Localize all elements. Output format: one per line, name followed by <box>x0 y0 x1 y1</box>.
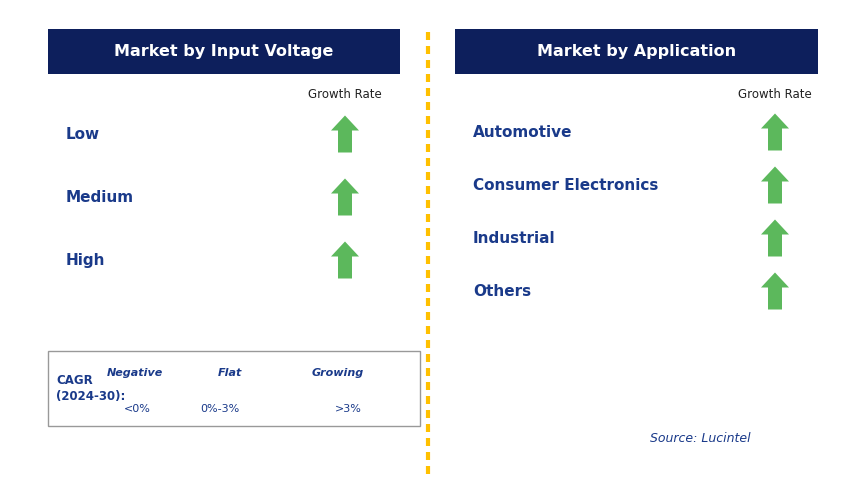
Text: Negative: Negative <box>107 368 163 379</box>
Polygon shape <box>331 115 359 153</box>
Text: >3%: >3% <box>335 404 362 414</box>
Text: Growth Rate: Growth Rate <box>738 87 812 100</box>
Polygon shape <box>761 220 789 256</box>
Text: (2024-30):: (2024-30): <box>56 390 126 403</box>
Text: Growth Rate: Growth Rate <box>308 87 382 100</box>
Text: Industrial: Industrial <box>473 231 555 246</box>
Polygon shape <box>364 389 386 415</box>
Text: Consumer Electronics: Consumer Electronics <box>473 178 658 193</box>
Polygon shape <box>248 392 286 410</box>
Bar <box>48 29 400 74</box>
Text: High: High <box>66 252 105 267</box>
Text: Others: Others <box>473 283 531 298</box>
Text: Growing: Growing <box>312 368 364 379</box>
Text: Market by Input Voltage: Market by Input Voltage <box>115 44 334 59</box>
Text: Source: Lucintel: Source: Lucintel <box>649 433 751 446</box>
Text: CAGR: CAGR <box>56 374 93 387</box>
Text: Flat: Flat <box>218 368 242 379</box>
Polygon shape <box>331 242 359 278</box>
Polygon shape <box>331 179 359 216</box>
Text: 0%-3%: 0%-3% <box>200 404 239 414</box>
Text: Market by Application: Market by Application <box>537 44 736 59</box>
Text: Medium: Medium <box>66 190 134 205</box>
Text: <0%: <0% <box>124 404 150 414</box>
Bar <box>455 29 818 74</box>
Bar <box>48 351 420 426</box>
Text: Low: Low <box>66 127 100 142</box>
Polygon shape <box>761 272 789 309</box>
Polygon shape <box>761 167 789 204</box>
Text: Automotive: Automotive <box>473 124 572 140</box>
Polygon shape <box>164 389 186 415</box>
Polygon shape <box>761 113 789 151</box>
